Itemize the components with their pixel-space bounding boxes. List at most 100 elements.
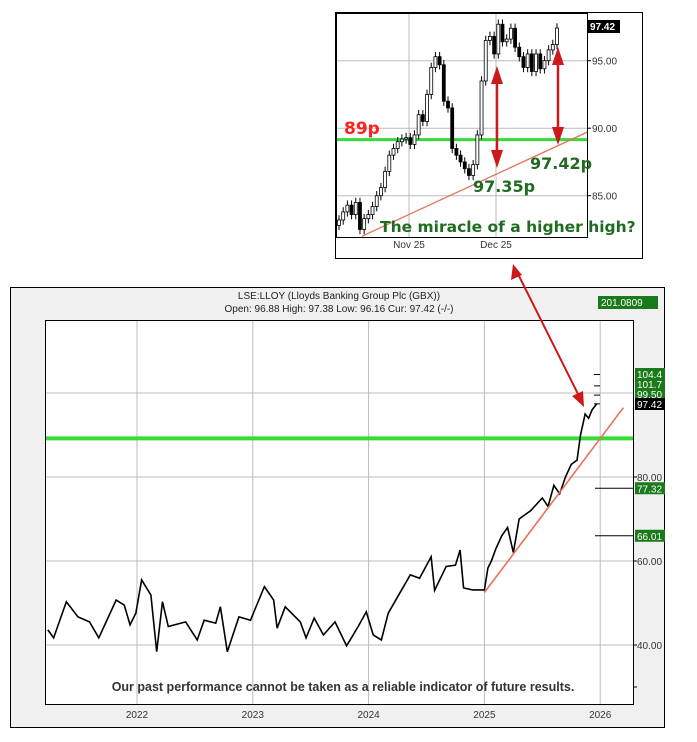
candle [467,168,471,176]
candle [391,148,396,156]
candle [362,218,367,230]
candle [517,46,522,58]
candle [479,80,484,136]
candle [353,202,358,215]
candle [416,114,421,136]
x-tick-label: 2025 [473,710,496,721]
candle [483,40,488,82]
candle [525,53,530,68]
double-arrow [552,47,564,145]
trend-line [483,407,624,593]
inset-current-label: 97.42 [590,22,615,33]
level-label-box [635,378,665,390]
candle [550,44,555,51]
annotation-support: 89p [344,119,380,139]
level-label-box [635,398,665,410]
candle [337,219,341,226]
arrow-head-down [491,150,503,168]
candle [399,138,404,143]
candle [383,170,388,188]
candle [441,64,446,102]
candle [379,187,383,197]
level-label-box [635,388,665,400]
x-tick-label: Dec 25 [480,240,512,251]
x-tick-label: 2026 [589,710,612,721]
candle [387,154,392,172]
candle [412,134,417,145]
level-label-box [635,482,665,495]
annotation-low2: 97.42p [530,154,592,173]
candle [546,49,551,62]
annotation-question: The miracle of a higher high? [380,218,636,236]
price-line [47,403,598,652]
level-label: 66.01 [637,532,662,543]
disclaimer: Our past performance cannot be taken as … [112,680,575,694]
candle [341,211,346,221]
candle [454,148,459,156]
candle [433,56,438,68]
candle [404,137,408,140]
candle [437,56,442,66]
candle [395,141,400,149]
candle [429,67,434,95]
double-arrow [491,66,503,168]
y-tick-label: 90.00 [592,124,617,135]
candle [508,27,513,40]
arrow-head-down [552,127,564,145]
candle [370,206,375,216]
candle [500,23,505,43]
level-label-box [635,529,665,542]
level-label: 99.50 [637,390,662,401]
candle [529,53,534,72]
arrow-head-up [491,66,503,84]
candle [534,53,538,72]
candle [425,94,429,122]
level-label: 101.7 [637,380,662,391]
candle [358,202,362,230]
level-label: 104.4 [637,370,662,381]
trend-line [361,131,588,237]
candle [492,36,497,55]
y-tick-label: 85.00 [592,192,617,203]
x-tick-label: 2023 [242,710,265,721]
connector-arrow [511,264,584,407]
candle [374,195,379,207]
candle [504,38,509,43]
candle [471,164,476,176]
y-tick-label: 60.00 [637,557,662,568]
candle [488,36,492,41]
corner-label-box [598,296,658,309]
y-tick-label: 80.00 [637,473,662,484]
level-label: 97.42 [637,400,662,411]
level-label: 77.32 [637,484,662,495]
candle [446,100,450,109]
arrow-head-up [552,47,564,65]
annotation-low1: 97.35p [473,177,535,196]
candle [345,204,350,213]
x-tick-label: 2024 [357,710,380,721]
candle [462,161,467,170]
candle [538,53,543,70]
y-tick-label: 95.00 [592,57,617,68]
candle [450,107,455,149]
y-tick-label: 40.00 [637,641,662,652]
candle [521,56,526,68]
candle [513,27,517,48]
main-title: LSE:LLOY (Lloyds Banking Group Plc (GBX)… [238,291,440,302]
x-tick-label: Nov 25 [393,240,425,251]
candle [458,154,463,163]
level-label-box [635,368,665,380]
candle [555,27,559,45]
candle [496,23,501,55]
corner-label: 201.0809 [601,298,643,309]
candle [420,114,425,122]
candle [542,60,547,70]
main-subtitle: Open: 96.88 High: 97.38 Low: 96.16 Cur: … [224,304,453,315]
candle [366,214,371,220]
candle [475,134,480,166]
inset-current-label-box [587,20,620,33]
candle [408,137,413,145]
x-tick-label: 2022 [126,710,149,721]
candle [349,204,354,215]
